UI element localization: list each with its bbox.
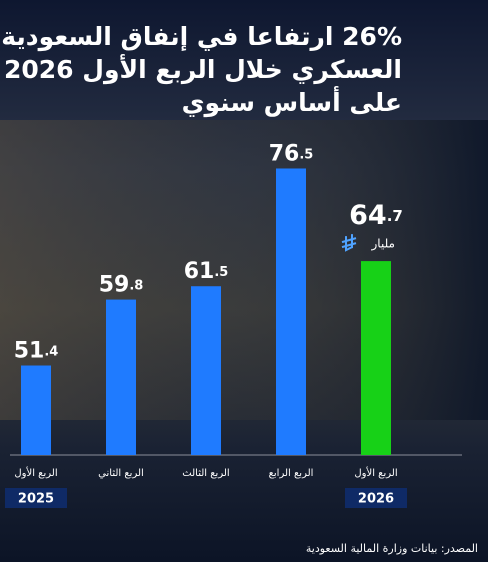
title-line: على أساس سنوي: [182, 86, 402, 118]
title-line: العسكري خلال الربع الأول 2026: [4, 54, 402, 85]
x-tick-label: الربع الأول: [354, 466, 397, 479]
value-label: 64.7: [349, 200, 403, 231]
value-label: 76.5: [269, 141, 314, 166]
x-tick-label: الربع الرابع: [269, 468, 314, 479]
year-box: [5, 488, 67, 508]
x-tick-label: الربع الأول: [14, 466, 57, 479]
photo-shade: [0, 120, 488, 420]
bar: [21, 365, 51, 455]
bar: [106, 299, 136, 455]
title-line: 26% ارتفاعا في إنفاق السعودية: [1, 22, 402, 52]
value-label: 59.8: [99, 273, 144, 298]
year-label: 2025: [18, 492, 54, 507]
riyal-symbol: [341, 234, 357, 252]
year-box: [345, 488, 407, 508]
source: المصدر: بيانات وزارة المالية السعودية: [306, 542, 478, 555]
value-label: 61.5: [184, 259, 229, 284]
value-label: 51.4: [14, 339, 59, 364]
year-label: 2026: [358, 492, 394, 507]
bar: [276, 168, 306, 455]
unit-label: مليار: [371, 237, 395, 252]
x-tick-label: الربع الثاني: [98, 468, 144, 479]
bar: [361, 261, 391, 455]
bar: [191, 286, 221, 455]
x-tick-label: الربع الثالث: [182, 468, 229, 479]
